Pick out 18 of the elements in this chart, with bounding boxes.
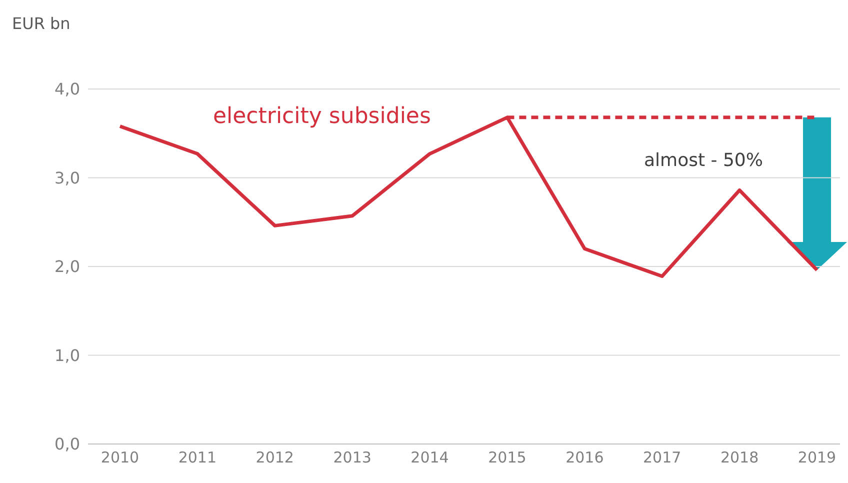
y-axis-title: EUR bn — [12, 14, 70, 33]
x-tick-label: 2010 — [100, 448, 140, 467]
x-tick-label: 2014 — [410, 448, 449, 467]
y-tick-label: 0,0 — [54, 434, 80, 454]
x-tick-label: 2017 — [643, 448, 682, 467]
x-tick-label: 2012 — [256, 448, 294, 467]
y-tick-label: 2,0 — [54, 257, 80, 276]
y-tick-label: 3,0 — [54, 168, 80, 188]
y-tick-label: 4,0 — [54, 80, 80, 99]
x-tick-label: 2018 — [720, 448, 759, 467]
x-tick-label: 2015 — [488, 448, 526, 467]
y-tick-label: 1,0 — [54, 346, 80, 365]
annotation: almost - 50% — [644, 150, 763, 171]
x-tick-label: 2016 — [566, 448, 604, 467]
x-tick-label: 2019 — [798, 448, 836, 467]
x-tick-label: 2013 — [333, 448, 372, 467]
x-tick-label: 2011 — [178, 448, 217, 467]
series-label: electricity subsidies — [213, 104, 431, 129]
